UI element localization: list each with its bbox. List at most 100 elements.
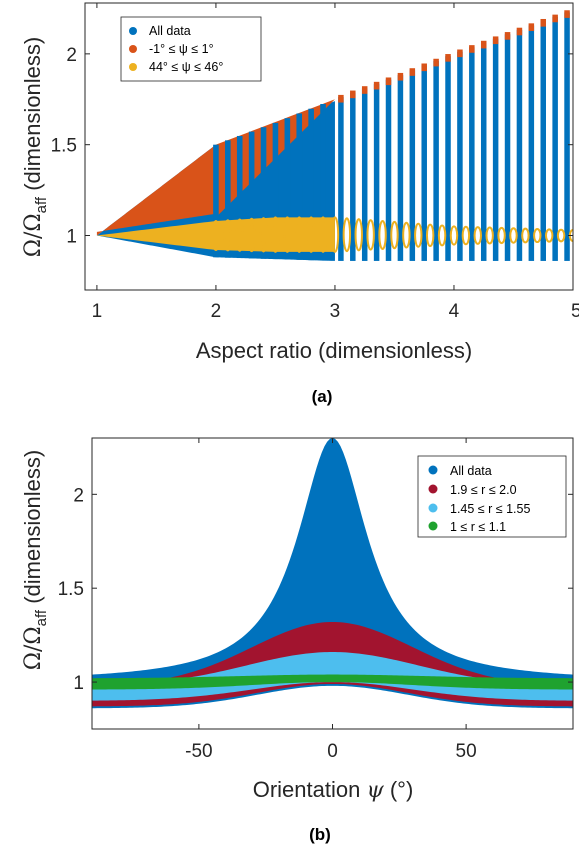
series-psi45-strand: [306, 216, 316, 253]
legend-b-label-r15: 1.45 ≤ r ≤ 1.55: [450, 502, 530, 516]
legend-b-marker-all: [428, 465, 438, 475]
series-all-column: [433, 60, 439, 261]
series-psi45-strand: [283, 216, 292, 253]
x-tick-label-b: 50: [456, 741, 477, 762]
series-all-column: [361, 88, 368, 261]
series-psi0-column-top: [361, 86, 368, 94]
series-all-column: [492, 38, 499, 261]
series-psi45-strand: [211, 219, 221, 252]
legend-b-marker-r2: [428, 484, 438, 494]
series-all-column: [338, 97, 344, 261]
chart-a-data: [96, 10, 573, 261]
series-all-column: [540, 21, 546, 261]
chart-b-xlabel: Orientation ψ (°): [253, 777, 414, 803]
series-all-column: [528, 25, 535, 261]
y-tick-label-b: 2: [73, 485, 84, 506]
chart-b-ticks: -50 0 50 1 1.5 2: [58, 438, 573, 762]
chart-a: 1 2 3 4 511.52 Aspect ratio (dimensionless) …: [20, 2, 579, 406]
series-psi45-strand: [521, 227, 530, 244]
series-all-column: [236, 135, 243, 259]
series-all-column: [516, 29, 523, 261]
y-tick-label-b: 1: [73, 673, 84, 694]
series-psi45-strand: [259, 217, 268, 253]
series-psi0-column-top: [373, 81, 380, 90]
series-psi0-column-top: [350, 90, 356, 99]
series-all-column: [397, 75, 404, 261]
legend-b-label-r1: 1 ≤ r ≤ 1.1: [450, 520, 506, 534]
series-psi45-strand: [378, 219, 387, 250]
series-all-column: [409, 70, 416, 261]
series-psi0-column-top: [445, 54, 451, 62]
x-tick-label-a: 3: [330, 301, 341, 322]
series-psi45-strand: [544, 228, 554, 243]
series-psi45-strand: [342, 217, 352, 253]
series-psi0-column-top: [338, 94, 344, 103]
legend-a-label-psi45: 44° ≤ ψ ≤ 46°: [149, 60, 223, 74]
series-all-column: [350, 92, 356, 261]
series-psi45-strand: [330, 216, 340, 253]
series-psi45-strand: [390, 220, 399, 250]
chart-a-axes-box: [84, 2, 574, 291]
series-psi0-column-top: [564, 10, 570, 18]
series-all-column: [385, 79, 392, 261]
series-psi45-strand: [461, 225, 471, 246]
series-psi0-column-top: [409, 68, 416, 76]
series-all-column: [272, 122, 279, 260]
series-psi45-strand: [437, 224, 447, 247]
chart-a-legend: All data -1° ≤ ψ ≤ 1° 44° ≤ ψ ≤ 46°: [120, 16, 262, 82]
legend-a-marker-all: [129, 27, 137, 35]
chart-a-ticks: 1 2 3 4 5 1 1.5 2: [51, 3, 579, 322]
series-all-column: [504, 34, 511, 261]
legend-a-label-all: All data: [149, 24, 191, 38]
x-tick-label-a: 4: [449, 301, 460, 322]
legend-b-label-all: All data: [450, 464, 492, 478]
series-psi0-column-top: [528, 23, 535, 31]
series-psi45-strand: [223, 219, 233, 252]
chart-b-legend-box: [417, 455, 567, 538]
chart-a-legend-box: [120, 16, 262, 82]
series-r1-area: [92, 674, 573, 690]
x-tick-label-b: 0: [327, 741, 338, 762]
series-psi0-column-top: [504, 32, 511, 40]
series-all-column: [284, 118, 291, 260]
series-psi0-column-top: [433, 58, 439, 67]
legend-b-marker-r15: [428, 503, 438, 513]
series-psi45-strand: [485, 226, 494, 245]
legend-b-marker-r1: [428, 521, 438, 531]
series-psi45-strand: [509, 227, 518, 244]
series-all-column: [457, 51, 463, 261]
series-psi0-column-top: [421, 63, 427, 72]
series-psi45-strand: [473, 226, 482, 245]
series-psi45-strand: [318, 216, 328, 253]
series-psi0-column-top: [397, 72, 404, 81]
legend-a-marker-psi0: [129, 45, 137, 53]
series-all-column: [296, 113, 303, 260]
x-tick-label-b: -50: [185, 741, 212, 762]
series-psi0-wedge: [96, 144, 216, 236]
y-tick-label-a: 1: [66, 227, 77, 248]
series-all-column: [480, 42, 487, 261]
series-psi45-strand: [354, 218, 363, 252]
series-psi45-wedge: [96, 217, 335, 252]
series-all-column: [564, 12, 570, 261]
series-psi0-column-top: [385, 77, 392, 86]
chart-b-caption: (b): [309, 825, 331, 844]
series-all-column: [469, 47, 475, 261]
y-tick-label-a: 1.5: [51, 136, 77, 157]
series-psi45-strand: [449, 225, 459, 246]
series-all-column: [320, 103, 326, 261]
series-psi45-strand: [556, 228, 566, 243]
series-all-area: [92, 438, 573, 709]
series-psi0-column-top: [540, 18, 546, 27]
y-tick-label-b: 1.5: [58, 579, 84, 600]
chart-b-ylabel: Ω/Ωaff (dimensionless): [20, 450, 50, 670]
series-psi45-strand: [366, 219, 375, 251]
legend-a-label-psi0: -1° ≤ ψ ≤ 1°: [149, 42, 214, 56]
series-psi45-strand: [235, 218, 244, 252]
series-psi0-column-top: [457, 49, 463, 58]
series-psi45-strand: [425, 223, 435, 248]
series-all-column: [421, 65, 427, 261]
chart-b: -50 0 50 1 1.5 2 Orientation ψ (°) Ω/Ωaff (di…: [20, 437, 574, 844]
chart-a-caption: (a): [312, 387, 333, 406]
